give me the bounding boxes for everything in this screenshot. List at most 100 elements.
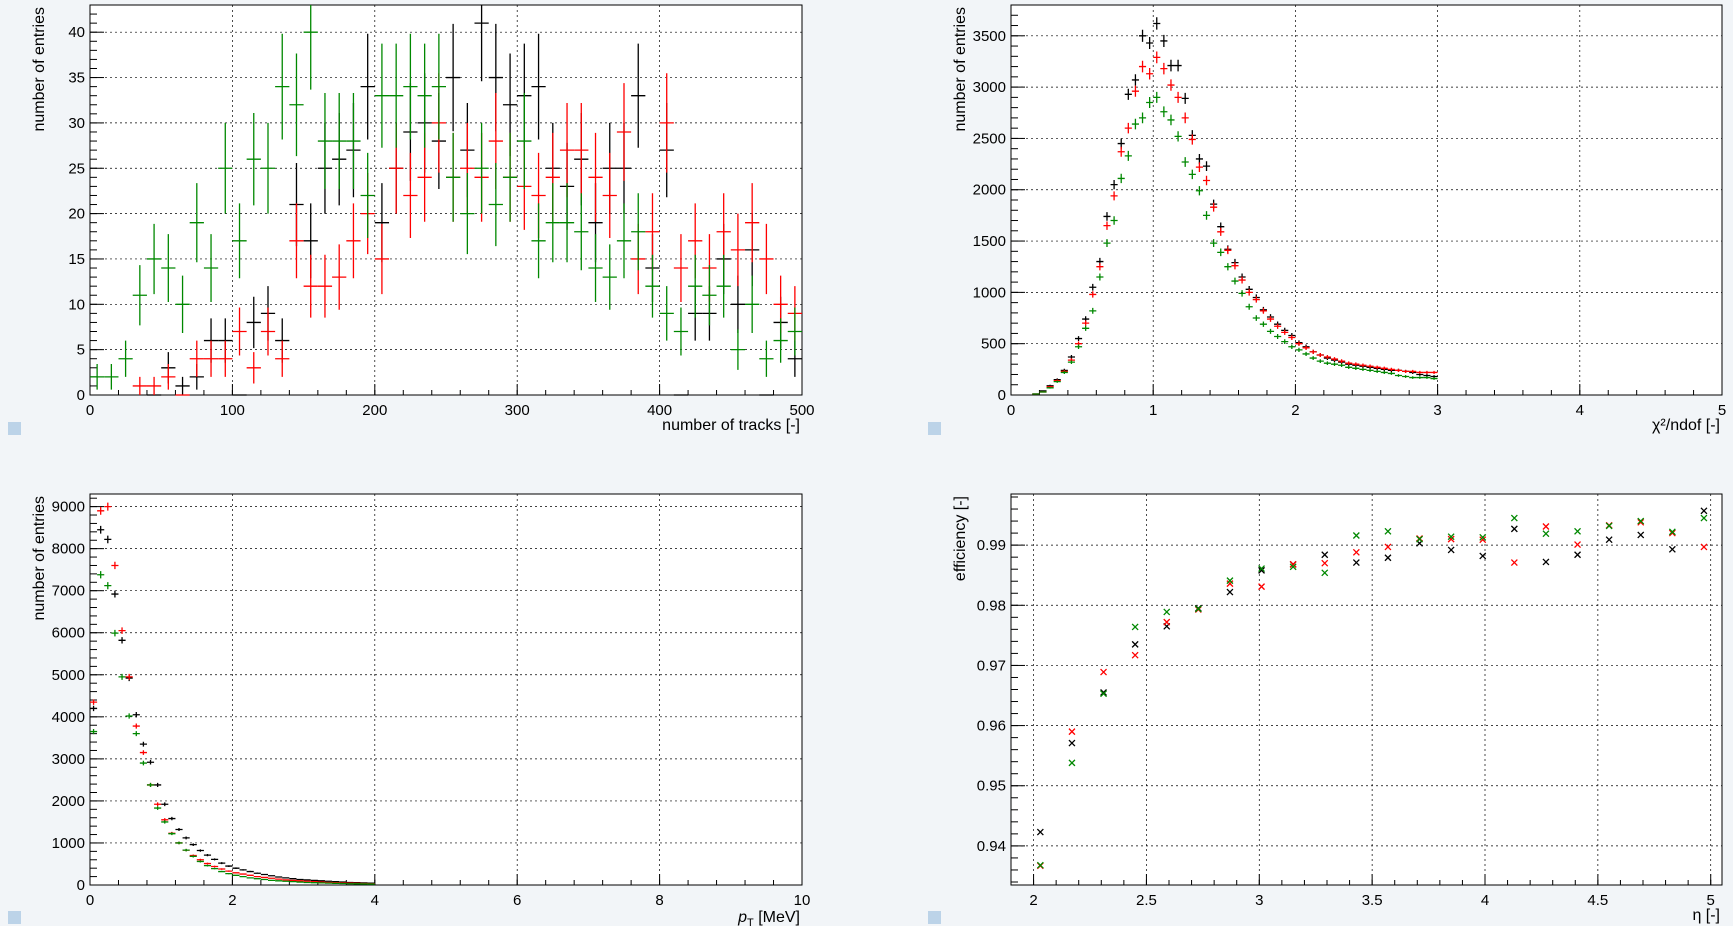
data-point-red	[1352, 362, 1360, 366]
y-tick-label: 2500	[973, 130, 1006, 147]
data-point-black	[446, 23, 461, 132]
data-point-green	[1668, 528, 1676, 536]
data-point-green	[218, 870, 226, 873]
y-tick-label: 3500	[973, 28, 1006, 45]
data-point-red	[1345, 361, 1353, 365]
data-point-black	[232, 867, 240, 870]
data-point-red	[97, 506, 105, 515]
data-point-red	[139, 750, 147, 755]
data-point-red	[1384, 543, 1392, 551]
data-point-green	[182, 848, 190, 852]
data-point-green	[1402, 375, 1410, 378]
panel-marker[interactable]	[8, 422, 21, 435]
plot-frame	[89, 4, 803, 396]
panel-marker[interactable]	[928, 422, 941, 435]
data-point-red	[1153, 51, 1161, 64]
data-point-green	[1036, 861, 1044, 869]
x-axis-title: pT [MeV]	[737, 909, 800, 926]
data-point-green	[1131, 623, 1139, 631]
data-point-green	[1032, 393, 1040, 395]
y-tick-label: 0.99	[977, 537, 1006, 554]
data-point-black	[97, 525, 105, 534]
data-point-green	[517, 93, 532, 190]
data-point-red	[1231, 262, 1239, 270]
x-tick-label: 2.5	[1136, 892, 1157, 909]
data-point-green	[1089, 307, 1097, 314]
data-point-green	[97, 571, 105, 579]
data-point-red	[1373, 365, 1381, 369]
data-point-red	[602, 152, 617, 239]
data-point-black	[1352, 559, 1360, 567]
x-tick-label: 6	[513, 892, 521, 909]
y-tick-label: 1500	[973, 233, 1006, 250]
data-point-green	[146, 223, 162, 295]
data-point-green	[90, 364, 105, 390]
data-point-black	[531, 33, 546, 140]
data-point-green	[1138, 112, 1147, 124]
data-point-red	[1321, 559, 1329, 567]
data-point-red	[303, 254, 318, 318]
data-point-black	[631, 43, 646, 148]
panel-marker[interactable]	[8, 911, 21, 924]
data-point-green	[616, 203, 632, 279]
data-point-green	[1416, 376, 1424, 379]
data-point-green	[1194, 605, 1202, 613]
data-point-green	[1117, 173, 1125, 184]
plot-frame	[1010, 4, 1723, 396]
data-point-red	[296, 880, 304, 882]
data-point-black	[253, 872, 261, 874]
data-point-red	[1252, 296, 1260, 303]
data-point-red	[1380, 366, 1388, 370]
data-point-black	[111, 590, 119, 598]
data-point-black	[1153, 17, 1161, 30]
data-point-red	[1316, 352, 1324, 357]
y-tick-label: 3000	[52, 751, 85, 768]
data-point-green	[132, 731, 140, 737]
data-point-green	[1366, 368, 1374, 372]
data-point-green	[659, 286, 674, 341]
y-tick-label: 8000	[52, 541, 85, 558]
data-point-black	[1195, 154, 1203, 164]
x-tick-label: 2	[1291, 402, 1299, 419]
data-point-red	[1210, 202, 1218, 212]
data-point-red	[289, 203, 304, 279]
data-point-green	[1288, 344, 1296, 349]
data-point-green	[1053, 380, 1061, 383]
data-point-green	[1330, 362, 1339, 366]
data-point-green	[246, 112, 261, 206]
data-point-red	[574, 102, 589, 198]
data-point-red	[759, 223, 774, 295]
data-point-black	[317, 880, 325, 882]
panel-marker[interactable]	[928, 911, 941, 924]
data-point-green	[602, 244, 617, 310]
data-point-green	[702, 265, 717, 326]
data-point-red	[111, 561, 119, 570]
data-point-red	[1281, 329, 1289, 335]
data-point-red	[218, 340, 233, 377]
y-axis-title: number of entries	[31, 496, 48, 621]
data-point-red	[1309, 349, 1317, 354]
data-point-green	[1160, 106, 1168, 118]
x-tick-label: 0	[86, 402, 94, 419]
data-point-green	[303, 881, 311, 884]
data-point-black	[1103, 212, 1111, 221]
data-point-green	[175, 841, 183, 845]
data-point-black	[1637, 531, 1645, 539]
y-tick-label: 35	[68, 70, 85, 87]
data-point-red	[1096, 263, 1104, 271]
data-point-green	[1252, 315, 1260, 321]
y-tick-label: 15	[68, 251, 85, 268]
data-point-red	[1700, 543, 1708, 551]
data-point-green	[1181, 157, 1189, 167]
data-point-green	[446, 132, 461, 222]
data-point-black	[1160, 34, 1168, 47]
data-point-green	[1259, 321, 1267, 327]
data-point-green	[139, 760, 147, 766]
data-point-black	[1605, 536, 1613, 544]
data-point-black	[175, 827, 183, 832]
data-point-black	[1089, 283, 1097, 291]
data-point-black	[175, 376, 190, 395]
data-point-black	[1700, 507, 1708, 515]
x-axis-title: χ²/ndof [-]	[1652, 417, 1720, 434]
